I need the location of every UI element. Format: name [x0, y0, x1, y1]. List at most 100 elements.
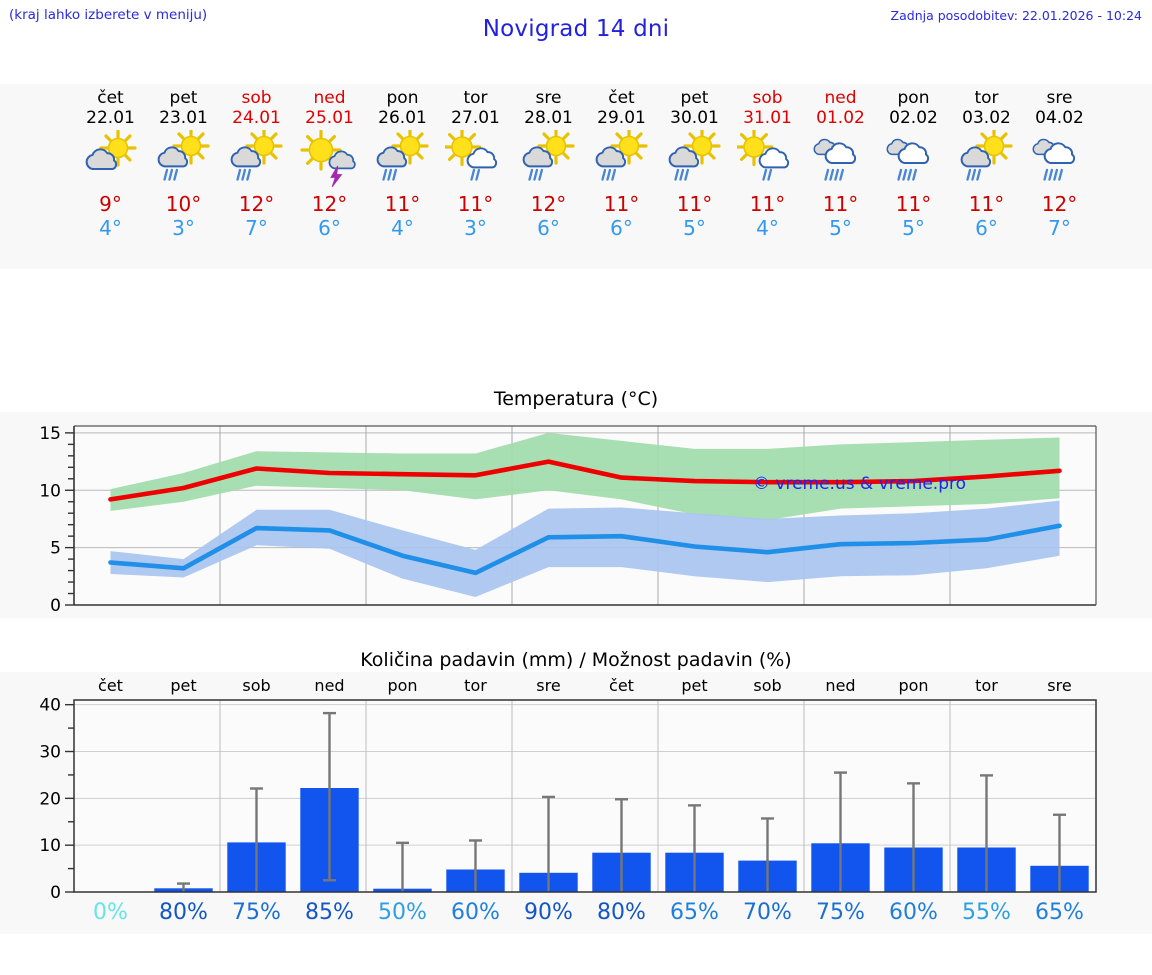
svg-text:sre: sre [536, 676, 560, 695]
partly-cloudy-rain-icon [656, 130, 734, 190]
day-column[interactable]: čet 22.01 9° 4° [72, 84, 150, 240]
temp-max: 12° [311, 192, 348, 216]
temperature-chart: 0 5 10 15 [39, 424, 1097, 616]
sun-thunderstorm-icon [291, 130, 369, 190]
temp-max: 11° [384, 192, 421, 216]
temp-min: 6° [975, 216, 998, 240]
temp-min: 5° [683, 216, 706, 240]
day-column[interactable]: pet 23.01 10° 3° [145, 84, 223, 240]
svg-text:10: 10 [39, 836, 61, 856]
precip-probability: 0% [93, 900, 128, 925]
daily-summary-strip: čet 22.01 9° 4° pet 23.01 10° 3° sob 24.01 12° 7… [0, 84, 1152, 269]
temp-min: 6° [610, 216, 633, 240]
svg-text:čet: čet [609, 676, 634, 695]
precipitation-chart: čet pet sob ned pon tor sre čet pet sob ned pon tor s… [39, 676, 1097, 903]
day-name: sre [535, 88, 562, 108]
temp-max: 11° [676, 192, 713, 216]
temp-min: 3° [464, 216, 487, 240]
temp-min: 6° [537, 216, 560, 240]
day-column[interactable]: pet 30.01 11° 5° [656, 84, 734, 240]
temp-max: 11° [457, 192, 494, 216]
day-name: tor [463, 88, 488, 108]
temp-min: 4° [391, 216, 414, 240]
svg-text:0: 0 [50, 883, 61, 903]
day-column[interactable]: sob 31.01 11° 4° [729, 84, 807, 240]
partly-cloudy-rain-icon [364, 130, 442, 190]
day-name: pon [897, 88, 930, 108]
day-column[interactable]: tor 27.01 11° 3° [437, 84, 515, 240]
precip-probability: 70% [743, 900, 792, 925]
svg-text:0: 0 [50, 596, 61, 616]
precipitation-probability-row: 0% 80% 75% 85% 50% 60% 90% 80% 65% 70% 75% 60% 55% 65… [0, 900, 1152, 934]
precip-probability: 65% [670, 900, 719, 925]
svg-text:tor: tor [975, 676, 998, 695]
temperature-chart-title: Temperatura (°C) [493, 388, 659, 410]
partly-cloudy-rain-icon [948, 130, 1026, 190]
precip-probability: 50% [378, 900, 427, 925]
day-name: ned [824, 88, 857, 108]
partly-cloudy-rain-icon [583, 130, 661, 190]
day-date: 03.02 [962, 108, 1011, 128]
day-date: 24.01 [232, 108, 281, 128]
day-name: ned [313, 88, 346, 108]
day-column[interactable]: sre 28.01 12° 6° [510, 84, 588, 240]
temp-max: 10° [165, 192, 202, 216]
day-name: pon [386, 88, 419, 108]
temp-min: 3° [172, 216, 195, 240]
day-column[interactable]: ned 01.02 11° 5° [802, 84, 880, 240]
overcast-rain-icon [1021, 130, 1099, 190]
precip-probability: 85% [305, 900, 354, 925]
day-name: čet [97, 88, 124, 108]
temp-max: 11° [822, 192, 859, 216]
day-column[interactable]: pon 02.02 11° 5° [875, 84, 953, 240]
day-date: 25.01 [305, 108, 354, 128]
sun-cloud-rain-icon [729, 130, 807, 190]
svg-text:sob: sob [242, 676, 270, 695]
watermark: © vreme.us & vreme.pro [753, 474, 967, 494]
svg-text:tor: tor [464, 676, 487, 695]
partly-cloudy-rain-icon [510, 130, 588, 190]
svg-text:40: 40 [39, 696, 61, 716]
precip-probability: 55% [962, 900, 1011, 925]
page-header: (kraj lahko izberete v meniju) Novigrad … [0, 0, 1152, 60]
day-name: pet [169, 88, 198, 108]
temp-max: 12° [530, 192, 567, 216]
svg-text:15: 15 [39, 424, 61, 444]
day-date: 31.01 [743, 108, 792, 128]
day-column[interactable]: sre 04.02 12° 7° [1021, 84, 1099, 240]
day-column[interactable]: čet 29.01 11° 6° [583, 84, 661, 240]
partly-cloudy-rain-icon [145, 130, 223, 190]
overcast-rain-icon [802, 130, 880, 190]
day-date: 26.01 [378, 108, 427, 128]
precip-probability: 75% [816, 900, 865, 925]
day-column[interactable]: sob 24.01 12° 7° [218, 84, 296, 240]
svg-text:10: 10 [39, 481, 61, 501]
day-column[interactable]: tor 03.02 11° 6° [948, 84, 1026, 240]
svg-text:pet: pet [681, 676, 707, 695]
temp-min: 5° [902, 216, 925, 240]
partly-cloudy-rain-icon [218, 130, 296, 190]
precipitation-chart-title: Količina padavin (mm) / Možnost padavin … [360, 649, 792, 671]
svg-text:20: 20 [39, 789, 61, 809]
temp-min: 4° [756, 216, 779, 240]
day-name: sob [241, 88, 272, 108]
precip-probability: 60% [889, 900, 938, 925]
day-date: 23.01 [159, 108, 208, 128]
temp-min: 7° [245, 216, 268, 240]
svg-text:čet: čet [98, 676, 123, 695]
day-date: 29.01 [597, 108, 646, 128]
temp-min: 5° [829, 216, 852, 240]
partly-cloudy-icon [72, 130, 150, 190]
svg-text:sre: sre [1047, 676, 1071, 695]
day-name: sre [1046, 88, 1073, 108]
svg-text:pet: pet [170, 676, 196, 695]
day-date: 28.01 [524, 108, 573, 128]
precip-probability: 80% [597, 900, 646, 925]
svg-text:5: 5 [50, 539, 61, 559]
temp-min: 7° [1048, 216, 1071, 240]
day-column[interactable]: pon 26.01 11° 4° [364, 84, 442, 240]
svg-text:ned: ned [314, 676, 344, 695]
day-column[interactable]: ned 25.01 12° 6° [291, 84, 369, 240]
last-updated: Zadnja posodobitev: 22.01.2026 - 10:24 [890, 8, 1142, 23]
